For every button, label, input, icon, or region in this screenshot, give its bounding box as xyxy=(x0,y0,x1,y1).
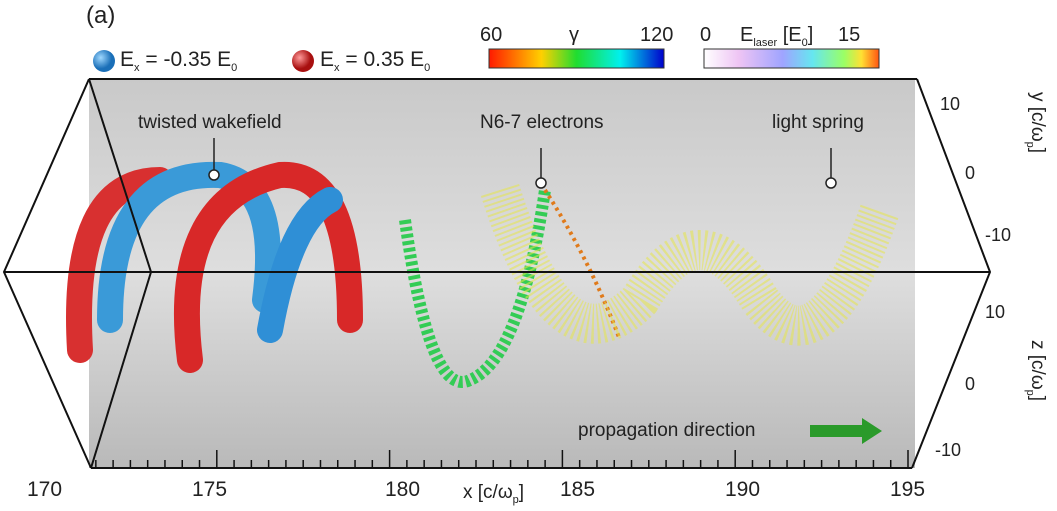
x-tick: 170 xyxy=(27,478,63,501)
wakefield-label: twisted wakefield xyxy=(138,112,282,133)
y-tick: -10 xyxy=(985,225,1012,245)
x-axis-ticks xyxy=(95,450,909,468)
propagation-label: propagation direction xyxy=(578,420,756,441)
x-axis-label: x [c/ωp] xyxy=(463,482,525,506)
y-tick: 10 xyxy=(940,94,961,114)
y-tick: 0 xyxy=(965,163,976,183)
legend-item-negative: Ex = -0.35 E0 xyxy=(120,48,238,75)
z-tick: -10 xyxy=(935,440,962,460)
x-tick: 175 xyxy=(192,478,228,501)
twisted-wakefield xyxy=(66,161,363,373)
elaser-min: 0 xyxy=(700,24,712,46)
electrons-label: N6-7 electrons xyxy=(480,112,604,133)
annotation-markers xyxy=(208,138,837,189)
propagation-arrow-icon xyxy=(810,418,882,444)
x-tick: 180 xyxy=(385,478,421,501)
x-tick: 190 xyxy=(725,478,761,501)
elaser-title: Elaser [E0] xyxy=(740,24,814,49)
background-plane xyxy=(89,79,915,468)
legend-red-sphere-icon xyxy=(292,50,314,72)
z-tick: 0 xyxy=(965,374,976,394)
y-axis-label: y [c/ωp] xyxy=(1024,92,1048,154)
legend-item-positive: Ex = 0.35 E0 xyxy=(320,48,431,75)
box-frame xyxy=(2,78,992,469)
z-tick: 10 xyxy=(985,302,1006,322)
gamma-title: γ xyxy=(569,24,579,46)
light-spring-label: light spring xyxy=(772,112,864,133)
elaser-max: 15 xyxy=(838,24,861,46)
legend-blue-sphere-icon xyxy=(93,50,115,72)
x-tick: 195 xyxy=(890,478,926,501)
z-axis-label: z [c/ωp] xyxy=(1024,340,1048,402)
gamma-max: 120 xyxy=(640,24,674,46)
gamma-min: 60 xyxy=(480,24,503,46)
gamma-colorbar xyxy=(488,48,665,69)
x-tick: 185 xyxy=(560,478,596,501)
panel-label: (a) xyxy=(86,2,116,29)
elaser-colorbar xyxy=(703,48,880,69)
light-spring xyxy=(480,183,899,346)
